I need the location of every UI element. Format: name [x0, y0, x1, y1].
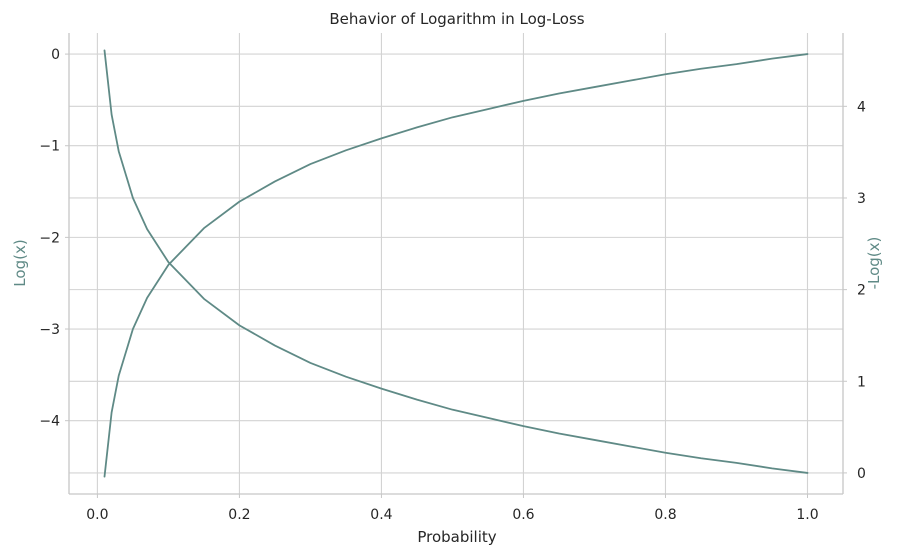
y-left-tick-label: 0	[51, 47, 60, 63]
x-tick-label: 0.2	[228, 507, 250, 523]
chart-title: Behavior of Logarithm in Log-Loss	[329, 10, 584, 28]
x-tick-label: 1.0	[796, 507, 818, 523]
series-line-right	[103, 49, 809, 474]
y-left-tick-label: −2	[39, 230, 60, 246]
y-axis-left-label: Log(x)	[11, 239, 29, 286]
x-tick-label: 0.8	[654, 507, 676, 523]
series-line-left	[103, 53, 809, 478]
y-right-tick-label: 0	[857, 466, 866, 482]
line-layer	[103, 49, 809, 478]
y-right-tick-label: 4	[857, 99, 866, 115]
x-tick-label: 0.4	[370, 507, 392, 523]
y-left-tick-label: −1	[39, 139, 60, 155]
tick-layer: 0.0 0.2 0.4 0.6 0.8 1.0 0 −1 −2 −3 −4 0 1 2 3 4	[39, 47, 866, 523]
y-right-tick-label: 2	[857, 283, 866, 299]
x-tick-label: 0.0	[86, 507, 108, 523]
x-axis-label: Probability	[417, 528, 496, 546]
y-axis-right-label: -Log(x)	[865, 237, 883, 290]
y-right-tick-label: 1	[857, 374, 866, 390]
y-left-tick-label: −4	[39, 414, 60, 430]
x-tick-label: 0.6	[512, 507, 534, 523]
spine-layer	[68, 33, 844, 495]
y-left-tick-label: −3	[39, 322, 60, 338]
y-right-tick-label: 3	[857, 191, 866, 207]
grid-layer	[69, 33, 843, 494]
